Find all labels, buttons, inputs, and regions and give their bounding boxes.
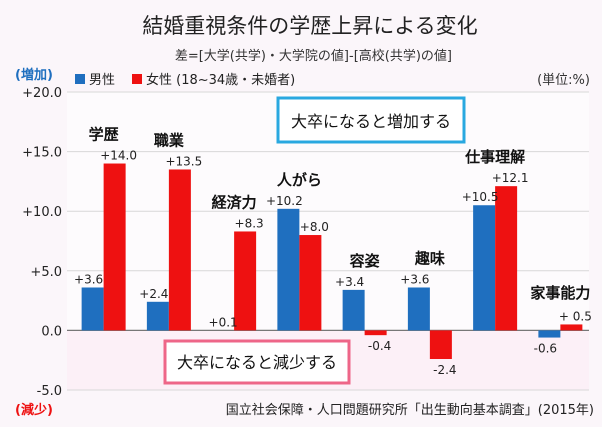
- y-axis-increase-label: (増加): [15, 67, 53, 83]
- y-tick-label: +10.0: [22, 205, 62, 220]
- annotation-decrease-box: [163, 339, 351, 385]
- y-tick-label: +15.0: [22, 146, 62, 161]
- bar-female: [299, 235, 322, 331]
- legend-swatch-female: [132, 74, 142, 84]
- y-axis-decrease-label: (減少): [15, 402, 53, 418]
- annotation-increase-text: 大卒になると増加する: [291, 112, 451, 131]
- y-tick-labels: +20.0 +15.0 +10.0 +5.0 0.0 -5.0: [22, 86, 62, 399]
- chart-subtitle: 差=[大学(共学)・大学院の値]-[高校(共学)の値]: [175, 48, 452, 64]
- data-label: +3.4: [335, 275, 364, 289]
- bar-male: [146, 301, 169, 331]
- data-label: +12.1: [492, 171, 529, 185]
- bar-male: [473, 205, 496, 331]
- category-label: 趣味: [414, 249, 445, 267]
- annotation-decrease: 大卒になると減少する: [163, 339, 351, 385]
- category-label: 家事能力: [530, 284, 590, 302]
- y-tick-label: +20.0: [22, 86, 62, 101]
- category-label: 経済力: [212, 193, 257, 211]
- bar-male: [538, 330, 561, 338]
- data-labels: +3.6 +14.0 +2.4 +13.5 +8.3+10.2 +8.0 +3.4 -0.4 +…: [74, 149, 592, 377]
- y-tick-label: -5.0: [37, 384, 62, 399]
- bar-female: [495, 186, 518, 331]
- legend-label-female: 女性 (18~34歳・未婚者): [146, 72, 295, 88]
- bars: [81, 163, 583, 360]
- annotation-decrease-text: 大卒になると減少する: [177, 353, 337, 372]
- data-label: +3.6: [74, 272, 103, 286]
- data-label: -2.4: [433, 363, 456, 377]
- data-label-extra: +0.1: [209, 315, 238, 329]
- annotation-increase: 大卒になると増加する: [276, 96, 466, 144]
- data-label: +14.0: [100, 149, 137, 163]
- unit-label: (単位:%): [537, 72, 590, 88]
- data-label: +2.4: [139, 287, 168, 301]
- data-label: +10.5: [462, 190, 499, 204]
- y-tick-label: +5.0: [30, 265, 62, 280]
- chart-title: 結婚重視条件の学歴上昇による変化: [142, 14, 477, 38]
- category-label: 容姿: [349, 252, 380, 270]
- category-label: 仕事理解: [464, 148, 525, 166]
- legend-label-male: 男性: [89, 73, 115, 88]
- legend: 男性 女性 (18~34歳・未婚者): [75, 72, 295, 88]
- bar-female: [103, 163, 126, 331]
- bar-female: [429, 330, 452, 360]
- bar-female: [168, 169, 191, 331]
- bar-female: [364, 330, 387, 336]
- data-label: +8.0: [300, 220, 329, 234]
- annotation-increase-box: [276, 96, 466, 144]
- y-tick-label: 0.0: [41, 324, 62, 339]
- data-label: +3.6: [400, 272, 429, 286]
- bar-male: [81, 287, 104, 331]
- category-label: 学歴: [89, 126, 119, 144]
- data-label: +8.3: [235, 216, 264, 230]
- bar-female: [560, 324, 583, 331]
- bar-male: [407, 287, 430, 331]
- bar-male: [342, 289, 365, 331]
- data-label: -0.6: [534, 342, 557, 356]
- bar-female: [234, 231, 257, 331]
- category-label: 職業: [154, 131, 185, 149]
- legend-swatch-male: [75, 74, 85, 84]
- data-label: +13.5: [165, 154, 202, 168]
- data-label: -0.4: [368, 339, 391, 353]
- category-label: 人がら: [277, 171, 322, 189]
- source-note: 国立社会保障・人口問題研究所「出生動向基本調査」(2015年): [226, 402, 594, 418]
- data-label: + 0.5: [559, 309, 592, 323]
- bar-male: [277, 208, 300, 331]
- data-label: +10.2: [266, 194, 303, 208]
